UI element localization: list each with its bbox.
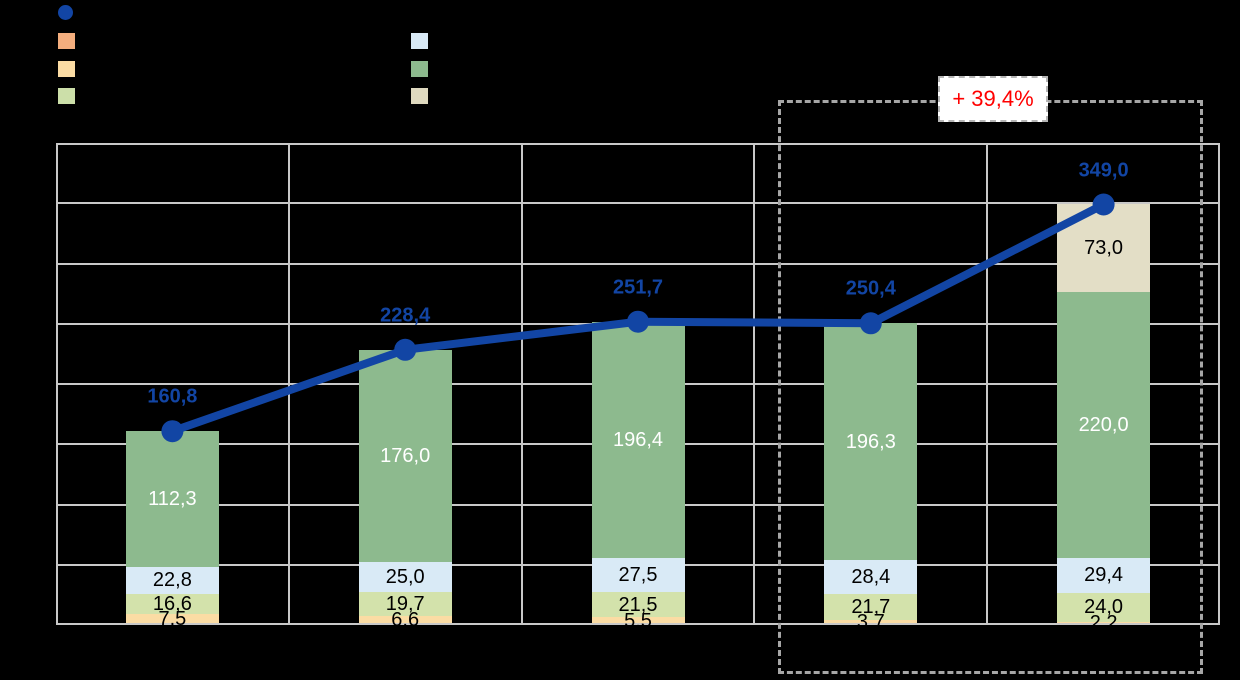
gridline-vertical bbox=[520, 143, 523, 625]
bar-segment bbox=[125, 594, 219, 614]
beige-series-marker bbox=[411, 88, 428, 104]
segment-label: 176,0 bbox=[380, 444, 431, 467]
plot-border-top bbox=[56, 143, 1220, 145]
segment-label: 19,7 bbox=[385, 592, 425, 615]
segment-label: 24,0 bbox=[1084, 596, 1124, 619]
total-value-label: 228,4 bbox=[380, 304, 431, 327]
line-series-marker bbox=[58, 5, 73, 20]
bar-segment bbox=[358, 615, 452, 624]
segment-label: 29,4 bbox=[1084, 564, 1124, 587]
orange-series-marker bbox=[58, 33, 75, 49]
segment-label: 2,2 bbox=[1089, 612, 1118, 625]
bar-segment bbox=[824, 594, 918, 621]
bar-segment bbox=[125, 614, 219, 624]
segment-label: 3,7 bbox=[856, 611, 885, 625]
gridline-vertical bbox=[287, 143, 290, 625]
bar-segment bbox=[591, 617, 685, 624]
segment-label: 25,0 bbox=[385, 565, 425, 588]
tan-series-marker bbox=[58, 61, 75, 77]
segment-label: 27,5 bbox=[618, 563, 658, 586]
light-green-series-marker bbox=[58, 88, 75, 104]
segment-label: 21,7 bbox=[851, 596, 891, 619]
bar-segment bbox=[591, 591, 685, 618]
bar-segment bbox=[824, 620, 918, 625]
bar-segment bbox=[591, 558, 685, 592]
green-series-marker bbox=[411, 61, 428, 77]
segment-label: 16,6 bbox=[152, 593, 192, 615]
plot-border-right bbox=[1218, 143, 1220, 625]
bar-segment bbox=[358, 561, 452, 592]
bar-segment bbox=[1057, 593, 1151, 622]
bar-segment bbox=[1057, 557, 1151, 593]
bar-segment bbox=[824, 559, 918, 594]
segment-label: 7,5 bbox=[158, 607, 187, 625]
segment-label: 196,4 bbox=[612, 429, 664, 451]
light-blue-series-marker bbox=[411, 33, 428, 49]
segment-label: 112,3 bbox=[148, 487, 197, 510]
growth-annotation-text: + 39,4% bbox=[952, 86, 1034, 111]
plot-border-bottom bbox=[56, 623, 1220, 625]
segment-label: 5,5 bbox=[624, 609, 652, 625]
segment-label: 22,8 bbox=[152, 569, 192, 592]
highlight-box bbox=[778, 100, 1203, 674]
segment-label: 21,5 bbox=[618, 593, 658, 616]
segment-label: 196,3 bbox=[845, 430, 896, 453]
plot-border-left bbox=[56, 143, 58, 625]
total-value-label: 251,7 bbox=[612, 276, 664, 299]
growth-annotation: + 39,4% bbox=[938, 76, 1048, 122]
bar-segment bbox=[125, 566, 219, 594]
bar-segment bbox=[125, 431, 219, 567]
total-value-label: 160,8 bbox=[147, 385, 198, 408]
segment-label: 28,4 bbox=[851, 565, 891, 588]
total-value-label: 349,0 bbox=[1078, 159, 1129, 181]
gridline-vertical bbox=[753, 143, 756, 625]
bar-segment bbox=[358, 592, 452, 616]
segment-label: 6,6 bbox=[391, 608, 420, 625]
total-value-label: 250,4 bbox=[845, 277, 896, 300]
